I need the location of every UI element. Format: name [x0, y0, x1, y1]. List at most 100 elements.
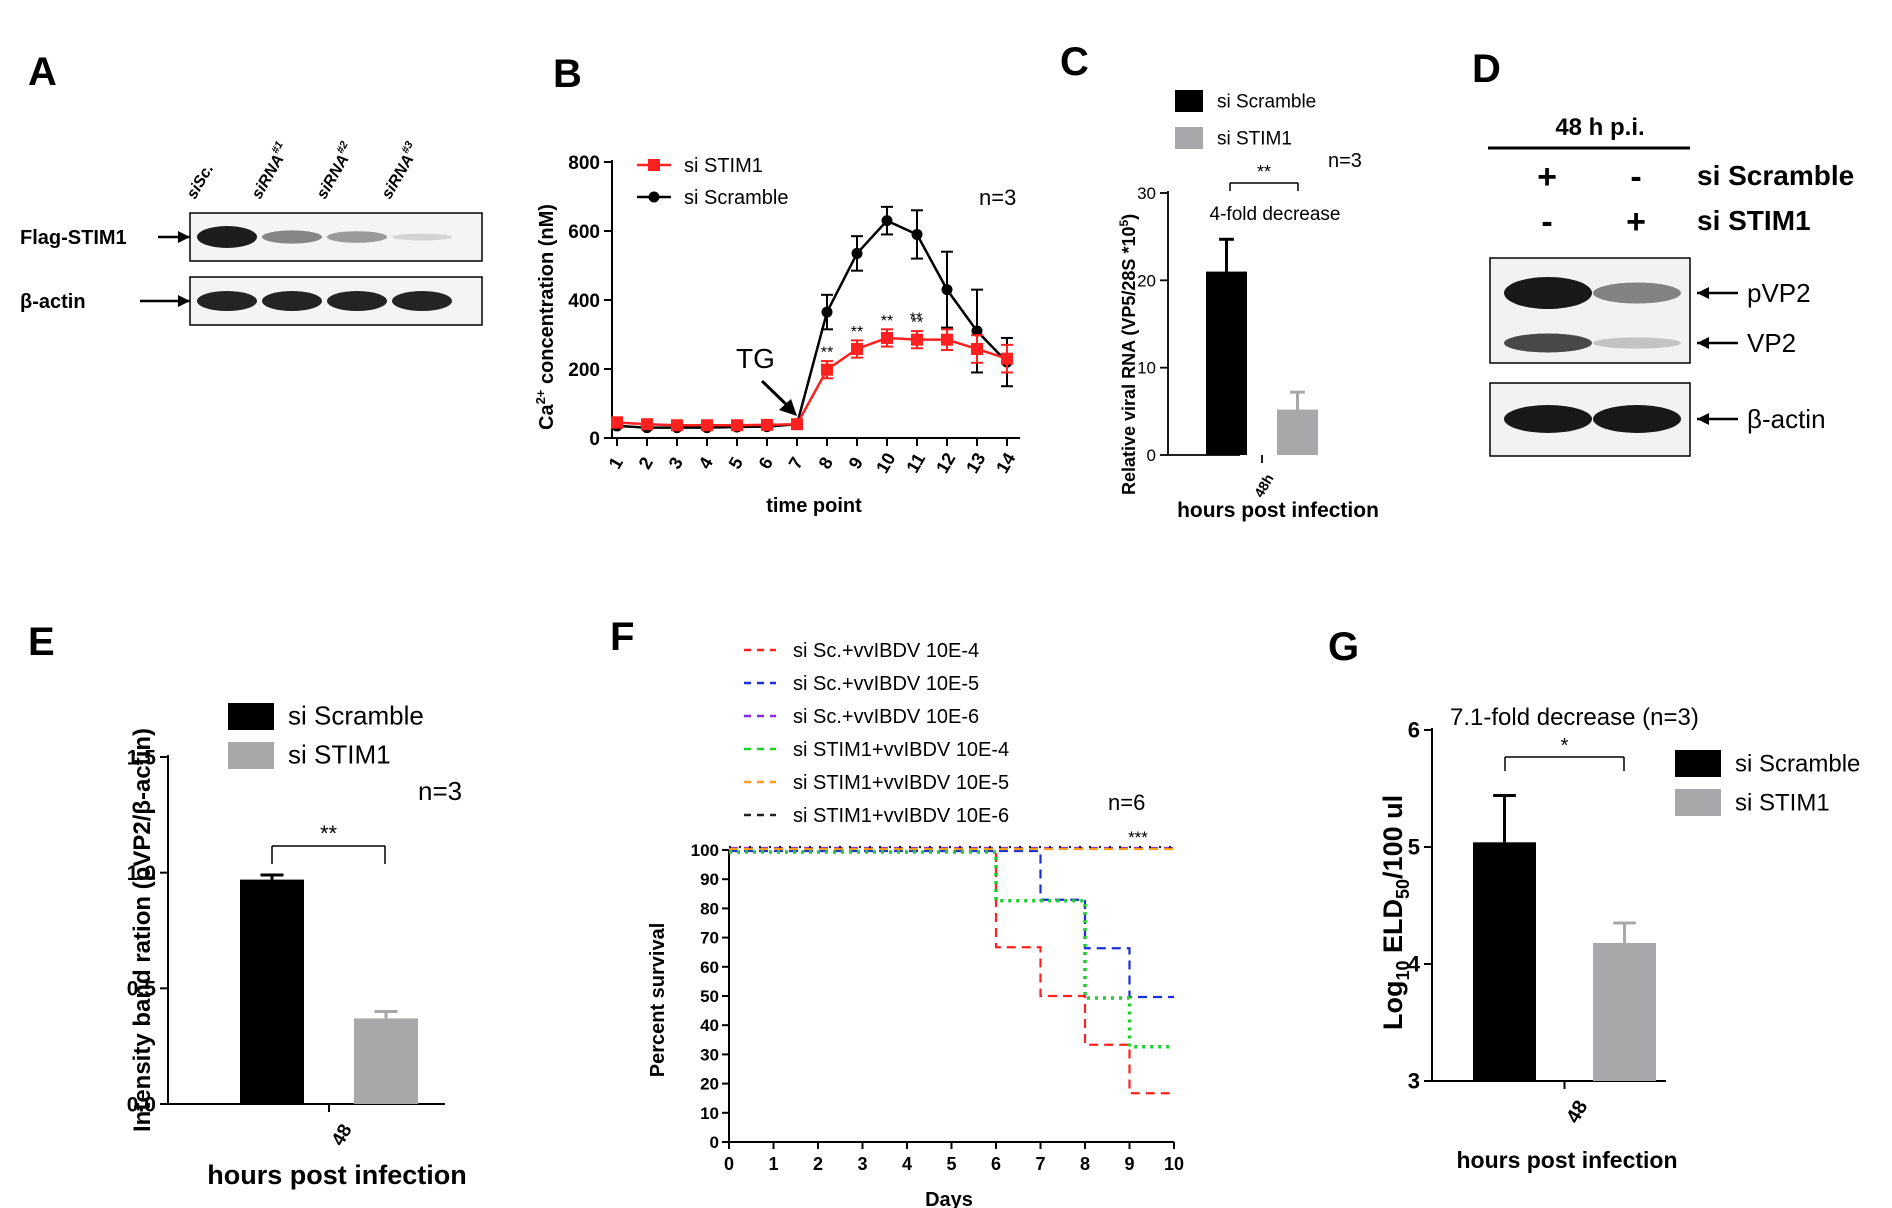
- y-tick-label: 10: [1137, 359, 1156, 378]
- y-label-part: ): [1119, 214, 1139, 220]
- x-tick-label: 12: [932, 449, 959, 476]
- blot-band: [1593, 282, 1681, 304]
- x-axis-label: time point: [766, 495, 862, 517]
- y-tick-label: 40: [700, 1016, 719, 1035]
- y-axis-label: Ca2+ concentration (nM): [533, 204, 558, 430]
- sig-marker: **: [821, 345, 833, 362]
- data-point: [911, 333, 923, 346]
- blot-band: [262, 230, 322, 244]
- data-point: [821, 363, 833, 376]
- y-tick-label: 800: [568, 153, 600, 174]
- condition-label: si STIM1: [1697, 205, 1811, 236]
- sig-marker: **: [910, 311, 922, 328]
- band-arrow-head: [1697, 337, 1709, 349]
- blot-band: [1593, 337, 1681, 349]
- lane-label: siRNA#2: [310, 139, 358, 202]
- blot-band: [1593, 405, 1681, 433]
- y-tick-label: 50: [700, 987, 719, 1006]
- legend-label: si Sc.+vvIBDV 10E-6: [793, 706, 979, 728]
- condition-label: si Scramble: [1697, 160, 1854, 191]
- data-point: [1001, 352, 1013, 365]
- blot-band: [392, 291, 452, 311]
- blot-band: [327, 231, 387, 243]
- panel-label-a: A: [28, 50, 57, 94]
- legend-label: si STIM1: [1217, 129, 1292, 150]
- lane-label: siRNA#1: [245, 139, 293, 202]
- y-tick-label: 100: [691, 841, 719, 860]
- data-point: [971, 325, 983, 337]
- panel-label-f: F: [610, 615, 634, 659]
- lane-label-text: siRNA: [379, 152, 418, 202]
- n-annotation: n=3: [418, 776, 462, 806]
- blot-row-label: β-actin: [20, 291, 86, 313]
- y-label-sub: 50: [1393, 879, 1413, 899]
- condition-sign: +: [1626, 203, 1646, 241]
- x-tick-label: 6: [991, 1154, 1001, 1174]
- condition-sign: -: [1630, 158, 1641, 196]
- legend-label: si STIM1+vvIBDV 10E-6: [793, 805, 1009, 827]
- x-axis-label: Days: [925, 1189, 973, 1208]
- legend-label: si STIM1: [684, 155, 763, 177]
- condition-sign: +: [1537, 158, 1557, 196]
- y-tick-label: 0: [1147, 446, 1156, 465]
- data-point: [851, 342, 863, 355]
- x-tick-label: 2: [635, 454, 657, 473]
- y-label-part: Log: [1378, 981, 1408, 1030]
- legend-marker: [648, 159, 660, 171]
- sig-marker: **: [320, 821, 338, 846]
- y-tick-label: 6: [1408, 718, 1420, 743]
- y-tick-label: 5: [1408, 835, 1420, 860]
- band-label: β-actin: [1747, 404, 1826, 434]
- legend-swatch: [228, 742, 274, 769]
- x-axis-label: hours post infection: [207, 1160, 467, 1190]
- panel-label-b: B: [553, 52, 582, 96]
- legend-swatch: [228, 703, 274, 730]
- data-point: [701, 419, 713, 432]
- y-label-sup: 2+: [533, 389, 548, 404]
- legend-label: si Scramble: [1217, 92, 1316, 113]
- blot-row-label: Flag-STIM1: [20, 227, 127, 249]
- x-tick-label: 48: [328, 1121, 357, 1150]
- y-tick-label: 600: [568, 222, 600, 243]
- y-label-part: Ca: [536, 404, 558, 430]
- blot-band: [1504, 333, 1592, 353]
- x-tick-label: 48: [1562, 1097, 1592, 1127]
- y-label-part: concentration (nM): [536, 204, 558, 390]
- y-axis-label: Percent survival: [647, 923, 669, 1078]
- y-tick-label: 0.0: [127, 1093, 156, 1116]
- legend-swatch: [1175, 90, 1203, 112]
- band-label: pVP2: [1747, 278, 1811, 308]
- sig-marker: **: [911, 315, 923, 332]
- y-tick-label: 0: [710, 1133, 719, 1152]
- blot-band: [197, 226, 257, 248]
- x-tick-label: 5: [946, 1154, 956, 1174]
- y-tick-label: 20: [700, 1075, 719, 1094]
- x-tick-label: 7: [785, 454, 807, 473]
- bar: [1206, 271, 1247, 455]
- x-tick-label: 9: [1124, 1154, 1134, 1174]
- bar: [1593, 942, 1656, 1081]
- survival-curve: [729, 848, 1174, 1095]
- y-label-sub: 10: [1393, 960, 1413, 980]
- bar: [240, 879, 304, 1104]
- series-line: [616, 336, 1008, 427]
- sig-marker: **: [851, 324, 863, 341]
- blot-band: [1504, 405, 1592, 433]
- y-tick-label: 10: [700, 1104, 719, 1123]
- legend-swatch: [1175, 127, 1203, 149]
- legend-label: si Sc.+vvIBDV 10E-4: [793, 640, 979, 662]
- legend-label: si STIM1: [1735, 790, 1830, 817]
- bar: [354, 1018, 418, 1104]
- band-arrow-head: [1697, 413, 1709, 425]
- fold-annotation: 7.1-fold decrease (n=3): [1450, 704, 1699, 731]
- x-tick-label: 14: [992, 449, 1019, 476]
- data-point: [971, 342, 983, 355]
- panel-label-e: E: [28, 620, 55, 664]
- y-tick-label: 0: [589, 429, 600, 450]
- x-tick-label: 10: [872, 449, 899, 476]
- legend-label: si Sc.+vvIBDV 10E-5: [793, 673, 979, 695]
- x-tick-label: 13: [962, 449, 989, 476]
- y-tick-label: 20: [1137, 271, 1156, 290]
- lane-label-text: siRNA: [249, 152, 288, 202]
- x-tick-label: 8: [1080, 1154, 1090, 1174]
